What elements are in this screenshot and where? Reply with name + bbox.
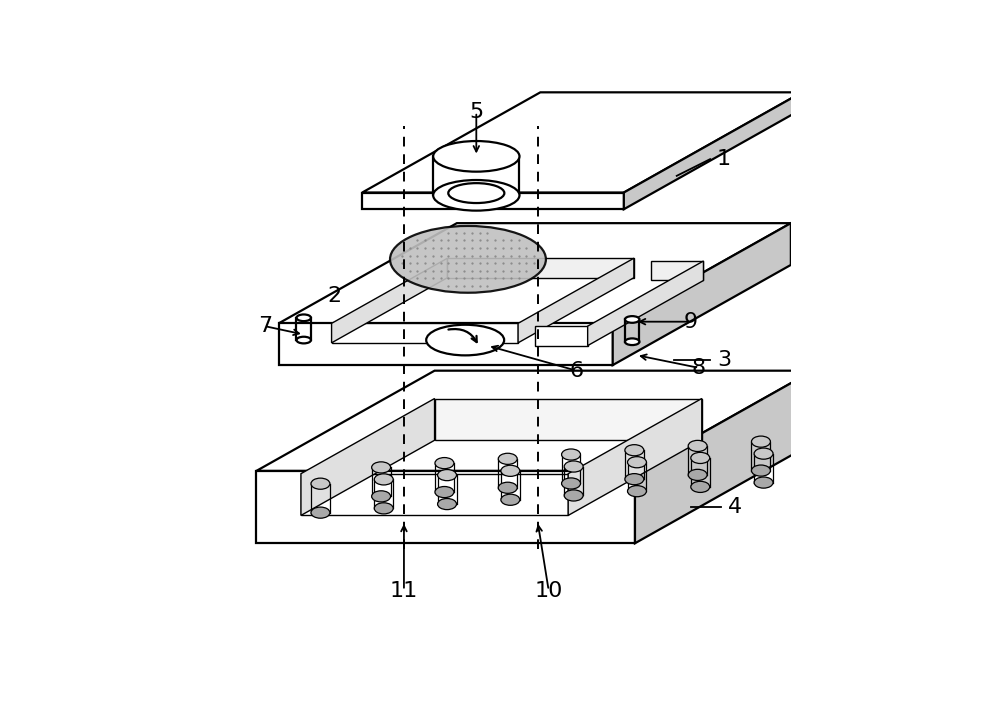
Polygon shape <box>256 371 813 471</box>
Ellipse shape <box>374 502 393 514</box>
Ellipse shape <box>433 141 519 171</box>
Polygon shape <box>362 93 802 192</box>
Ellipse shape <box>438 469 457 481</box>
Polygon shape <box>568 398 702 515</box>
Polygon shape <box>613 223 791 365</box>
Ellipse shape <box>372 491 391 502</box>
Text: 8: 8 <box>692 358 706 378</box>
Ellipse shape <box>754 477 773 488</box>
Text: 5: 5 <box>469 102 483 121</box>
Polygon shape <box>588 261 703 346</box>
Polygon shape <box>301 474 568 515</box>
Text: 4: 4 <box>728 497 742 517</box>
Ellipse shape <box>625 474 644 484</box>
Text: 11: 11 <box>390 581 418 601</box>
Text: 6: 6 <box>569 361 584 381</box>
Ellipse shape <box>562 449 580 460</box>
Ellipse shape <box>691 482 710 492</box>
Polygon shape <box>362 192 624 209</box>
Ellipse shape <box>498 453 517 464</box>
Ellipse shape <box>562 478 580 489</box>
Ellipse shape <box>311 507 330 518</box>
Text: 10: 10 <box>534 581 563 601</box>
Ellipse shape <box>754 448 773 459</box>
Ellipse shape <box>564 461 583 472</box>
Ellipse shape <box>688 469 707 481</box>
Ellipse shape <box>296 337 311 343</box>
Ellipse shape <box>691 453 710 463</box>
Polygon shape <box>447 258 634 278</box>
Polygon shape <box>279 323 613 365</box>
Ellipse shape <box>296 315 311 321</box>
Ellipse shape <box>501 495 520 505</box>
Text: 2: 2 <box>327 286 341 306</box>
Ellipse shape <box>311 478 330 489</box>
Text: 1: 1 <box>717 149 731 169</box>
Polygon shape <box>435 398 702 440</box>
Ellipse shape <box>433 180 519 210</box>
Polygon shape <box>279 223 791 323</box>
Polygon shape <box>635 371 813 543</box>
Ellipse shape <box>435 458 454 469</box>
Polygon shape <box>332 258 447 343</box>
Polygon shape <box>332 323 518 343</box>
Ellipse shape <box>390 226 546 293</box>
Polygon shape <box>624 93 802 209</box>
Ellipse shape <box>372 462 391 473</box>
Ellipse shape <box>625 445 644 455</box>
Ellipse shape <box>435 487 454 497</box>
Polygon shape <box>256 471 635 543</box>
Polygon shape <box>518 258 634 343</box>
Ellipse shape <box>751 436 770 448</box>
Ellipse shape <box>625 338 639 345</box>
Ellipse shape <box>501 465 520 476</box>
Text: 3: 3 <box>717 349 731 369</box>
Polygon shape <box>535 326 588 346</box>
Polygon shape <box>301 398 435 515</box>
Ellipse shape <box>815 432 834 443</box>
Ellipse shape <box>688 440 707 451</box>
Ellipse shape <box>374 474 393 485</box>
Ellipse shape <box>498 482 517 493</box>
Ellipse shape <box>426 325 504 356</box>
Text: 7: 7 <box>258 316 272 336</box>
Polygon shape <box>651 261 703 281</box>
Ellipse shape <box>564 490 583 501</box>
Ellipse shape <box>628 457 646 468</box>
Text: 9: 9 <box>684 312 698 332</box>
Ellipse shape <box>751 465 770 476</box>
Ellipse shape <box>628 486 646 497</box>
Ellipse shape <box>815 461 834 472</box>
Ellipse shape <box>625 316 639 322</box>
Ellipse shape <box>438 498 457 510</box>
